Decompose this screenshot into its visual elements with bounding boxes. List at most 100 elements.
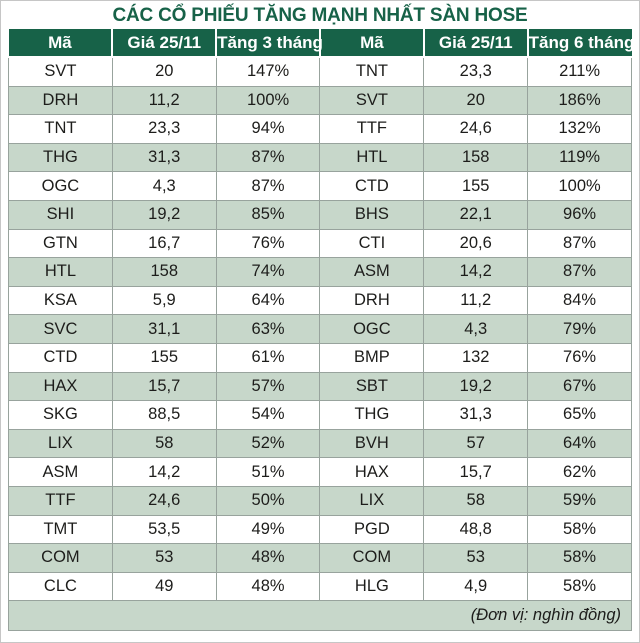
stock-code-cell: CTI [319, 228, 425, 259]
change-pct-cell: 58% [527, 543, 632, 573]
change-pct-cell: 119% [527, 142, 632, 173]
table-row: THG 31,3 87% HTL 158 119% [8, 142, 632, 173]
change-pct-cell: 76% [527, 342, 632, 373]
stock-code-cell: PGD [319, 514, 425, 545]
price-cell: 22,1 [423, 199, 529, 230]
change-pct-cell: 54% [215, 400, 321, 430]
table-row: SVT 20 147% TNT 23,3 211% [8, 56, 632, 87]
change-pct-cell: 211% [527, 56, 632, 87]
stock-code-cell: HAX [8, 371, 113, 402]
price-cell: 23,3 [111, 114, 217, 144]
price-cell: 31,3 [111, 142, 217, 173]
change-pct-cell: 74% [215, 257, 321, 287]
stock-code-cell: OGC [8, 171, 113, 201]
table-row: OGC 4,3 87% CTD 155 100% [8, 171, 632, 201]
table-row: SHI 19,2 85% BHS 22,1 96% [8, 199, 632, 230]
price-cell: 57 [423, 428, 529, 459]
change-pct-cell: 48% [215, 571, 321, 602]
table-row: CLC 49 48% HLG 4,9 58% [8, 571, 632, 602]
price-cell: 88,5 [111, 400, 217, 430]
change-pct-cell: 84% [527, 285, 632, 316]
price-cell: 4,3 [111, 171, 217, 201]
stock-code-cell: THG [319, 400, 425, 430]
change-pct-cell: 58% [527, 514, 632, 545]
table-row: LIX 58 52% BVH 57 64% [8, 428, 632, 459]
table-row: KSA 5,9 64% DRH 11,2 84% [8, 285, 632, 316]
price-cell: 58 [111, 428, 217, 459]
price-cell: 23,3 [423, 56, 529, 87]
price-cell: 20,6 [423, 228, 529, 259]
change-pct-cell: 59% [527, 485, 632, 516]
table-row: CTD 155 61% BMP 132 76% [8, 342, 632, 373]
stock-code-cell: BHS [319, 199, 425, 230]
stock-code-cell: COM [8, 543, 113, 573]
change-pct-cell: 76% [215, 228, 321, 259]
price-cell: 19,2 [423, 371, 529, 402]
stock-code-cell: CTD [319, 171, 425, 201]
change-pct-cell: 79% [527, 314, 632, 344]
change-pct-cell: 94% [215, 114, 321, 144]
price-cell: 53,5 [111, 514, 217, 545]
stock-code-cell: TNT [8, 114, 113, 144]
stock-code-cell: THG [8, 142, 113, 173]
page-title: CÁC CỔ PHIẾU TĂNG MẠNH NHẤT SÀN HOSE [112, 5, 528, 26]
change-pct-cell: 64% [527, 428, 632, 459]
stock-code-cell: SKG [8, 400, 113, 430]
change-pct-cell: 62% [527, 457, 632, 487]
change-pct-cell: 57% [215, 371, 321, 402]
price-cell: 4,9 [423, 571, 529, 602]
change-pct-cell: 132% [527, 114, 632, 144]
stocks-table: Mã Giá 25/11 Tăng 3 tháng Mã Giá 25/11 T… [8, 29, 634, 632]
change-pct-cell: 48% [215, 543, 321, 573]
stock-code-cell: LIX [8, 428, 113, 459]
stock-code-cell: BMP [319, 342, 425, 373]
table-row: COM 53 48% COM 53 58% [8, 543, 632, 573]
table-body: SVT 20 147% TNT 23,3 211% DRH 11,2 100% SVT 20 186%… [8, 56, 632, 602]
unit-note: (Đơn vị: nghìn đồng) [8, 600, 632, 632]
price-cell: 19,2 [111, 199, 217, 230]
price-cell: 4,3 [423, 314, 529, 344]
col-header-code-left: Mã [8, 29, 113, 58]
table-row: HAX 15,7 57% SBT 19,2 67% [8, 371, 632, 402]
price-cell: 20 [423, 85, 529, 116]
price-cell: 11,2 [423, 285, 529, 316]
header-row: Mã Giá 25/11 Tăng 3 tháng Mã Giá 25/11 T… [8, 29, 634, 58]
change-pct-cell: 87% [527, 257, 632, 287]
price-cell: 49 [111, 571, 217, 602]
change-pct-cell: 87% [527, 228, 632, 259]
stock-code-cell: TTF [8, 485, 113, 516]
stock-code-cell: COM [319, 543, 425, 573]
price-cell: 48,8 [423, 514, 529, 545]
price-cell: 155 [111, 342, 217, 373]
change-pct-cell: 85% [215, 199, 321, 230]
change-pct-cell: 49% [215, 514, 321, 545]
price-cell: 14,2 [111, 457, 217, 487]
change-pct-cell: 186% [527, 85, 632, 116]
table-row: SVC 31,1 63% OGC 4,3 79% [8, 314, 632, 344]
price-cell: 58 [423, 485, 529, 516]
stock-code-cell: ASM [8, 457, 113, 487]
price-cell: 14,2 [423, 257, 529, 287]
stock-code-cell: SVT [319, 85, 425, 116]
change-pct-cell: 147% [215, 56, 321, 87]
stock-code-cell: DRH [8, 85, 113, 116]
stock-code-cell: KSA [8, 285, 113, 316]
change-pct-cell: 58% [527, 571, 632, 602]
table-row: GTN 16,7 76% CTI 20,6 87% [8, 228, 632, 259]
table-row: TMT 53,5 49% PGD 48,8 58% [8, 514, 632, 545]
stock-code-cell: DRH [319, 285, 425, 316]
price-cell: 31,1 [111, 314, 217, 344]
table-row: TNT 23,3 94% TTF 24,6 132% [8, 114, 632, 144]
table-row: ASM 14,2 51% HAX 15,7 62% [8, 457, 632, 487]
stock-code-cell: BVH [319, 428, 425, 459]
stock-code-cell: SBT [319, 371, 425, 402]
col-header-code-right: Mã [318, 29, 424, 58]
change-pct-cell: 52% [215, 428, 321, 459]
price-cell: 15,7 [111, 371, 217, 402]
price-cell: 158 [111, 257, 217, 287]
stock-code-cell: CTD [8, 342, 113, 373]
stock-code-cell: SHI [8, 199, 113, 230]
col-header-change-3m: Tăng 3 tháng [215, 29, 323, 58]
price-cell: 5,9 [111, 285, 217, 316]
